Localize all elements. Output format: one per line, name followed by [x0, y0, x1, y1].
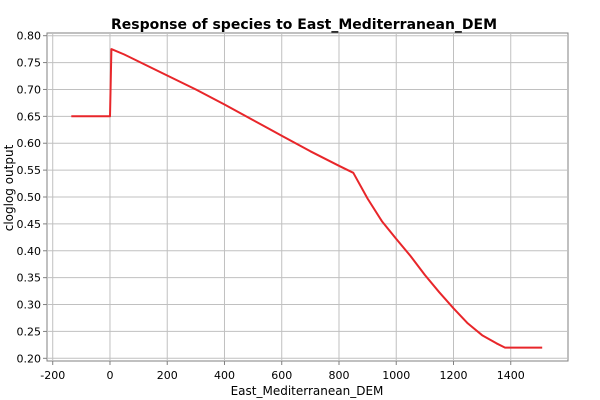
x-tick-label: 1000 [382, 369, 410, 382]
axis-ticks: -200 0 200 400 600 800 1000 1200 1400 0.20 0.25 0.3… [17, 30, 525, 382]
y-tick-label: 0.40 [17, 245, 42, 258]
x-tick-label: 600 [271, 369, 292, 382]
x-tick-label: 400 [214, 369, 235, 382]
x-tick-label: -200 [40, 369, 65, 382]
response-curve-line [71, 48, 543, 349]
y-tick-label: 0.25 [17, 325, 42, 338]
y-tick-label: 0.80 [17, 30, 42, 43]
x-axis-label: East_Mediterranean_DEM [231, 384, 384, 398]
y-tick-label: 0.75 [17, 57, 42, 70]
x-tick-label: 200 [157, 369, 178, 382]
y-tick-label: 0.55 [17, 164, 42, 177]
y-tick-label: 0.20 [17, 352, 42, 365]
x-tick-label: 1400 [497, 369, 525, 382]
series-layer [71, 48, 543, 349]
x-tick-label: 0 [106, 369, 113, 382]
y-tick-label: 0.60 [17, 137, 42, 150]
y-tick-label: 0.30 [17, 299, 42, 312]
y-tick-label: 0.70 [17, 83, 42, 96]
x-tick-label: 1200 [439, 369, 467, 382]
y-axis-label: cloglog output [2, 144, 16, 231]
x-tick-label: 800 [328, 369, 349, 382]
chart-title: Response of species to East_Mediterranea… [111, 17, 497, 33]
y-tick-label: 0.65 [17, 110, 42, 123]
y-tick-label: 0.45 [17, 218, 42, 231]
y-tick-label: 0.50 [17, 191, 42, 204]
y-tick-label: 0.35 [17, 272, 42, 285]
grid-lines [47, 33, 568, 361]
